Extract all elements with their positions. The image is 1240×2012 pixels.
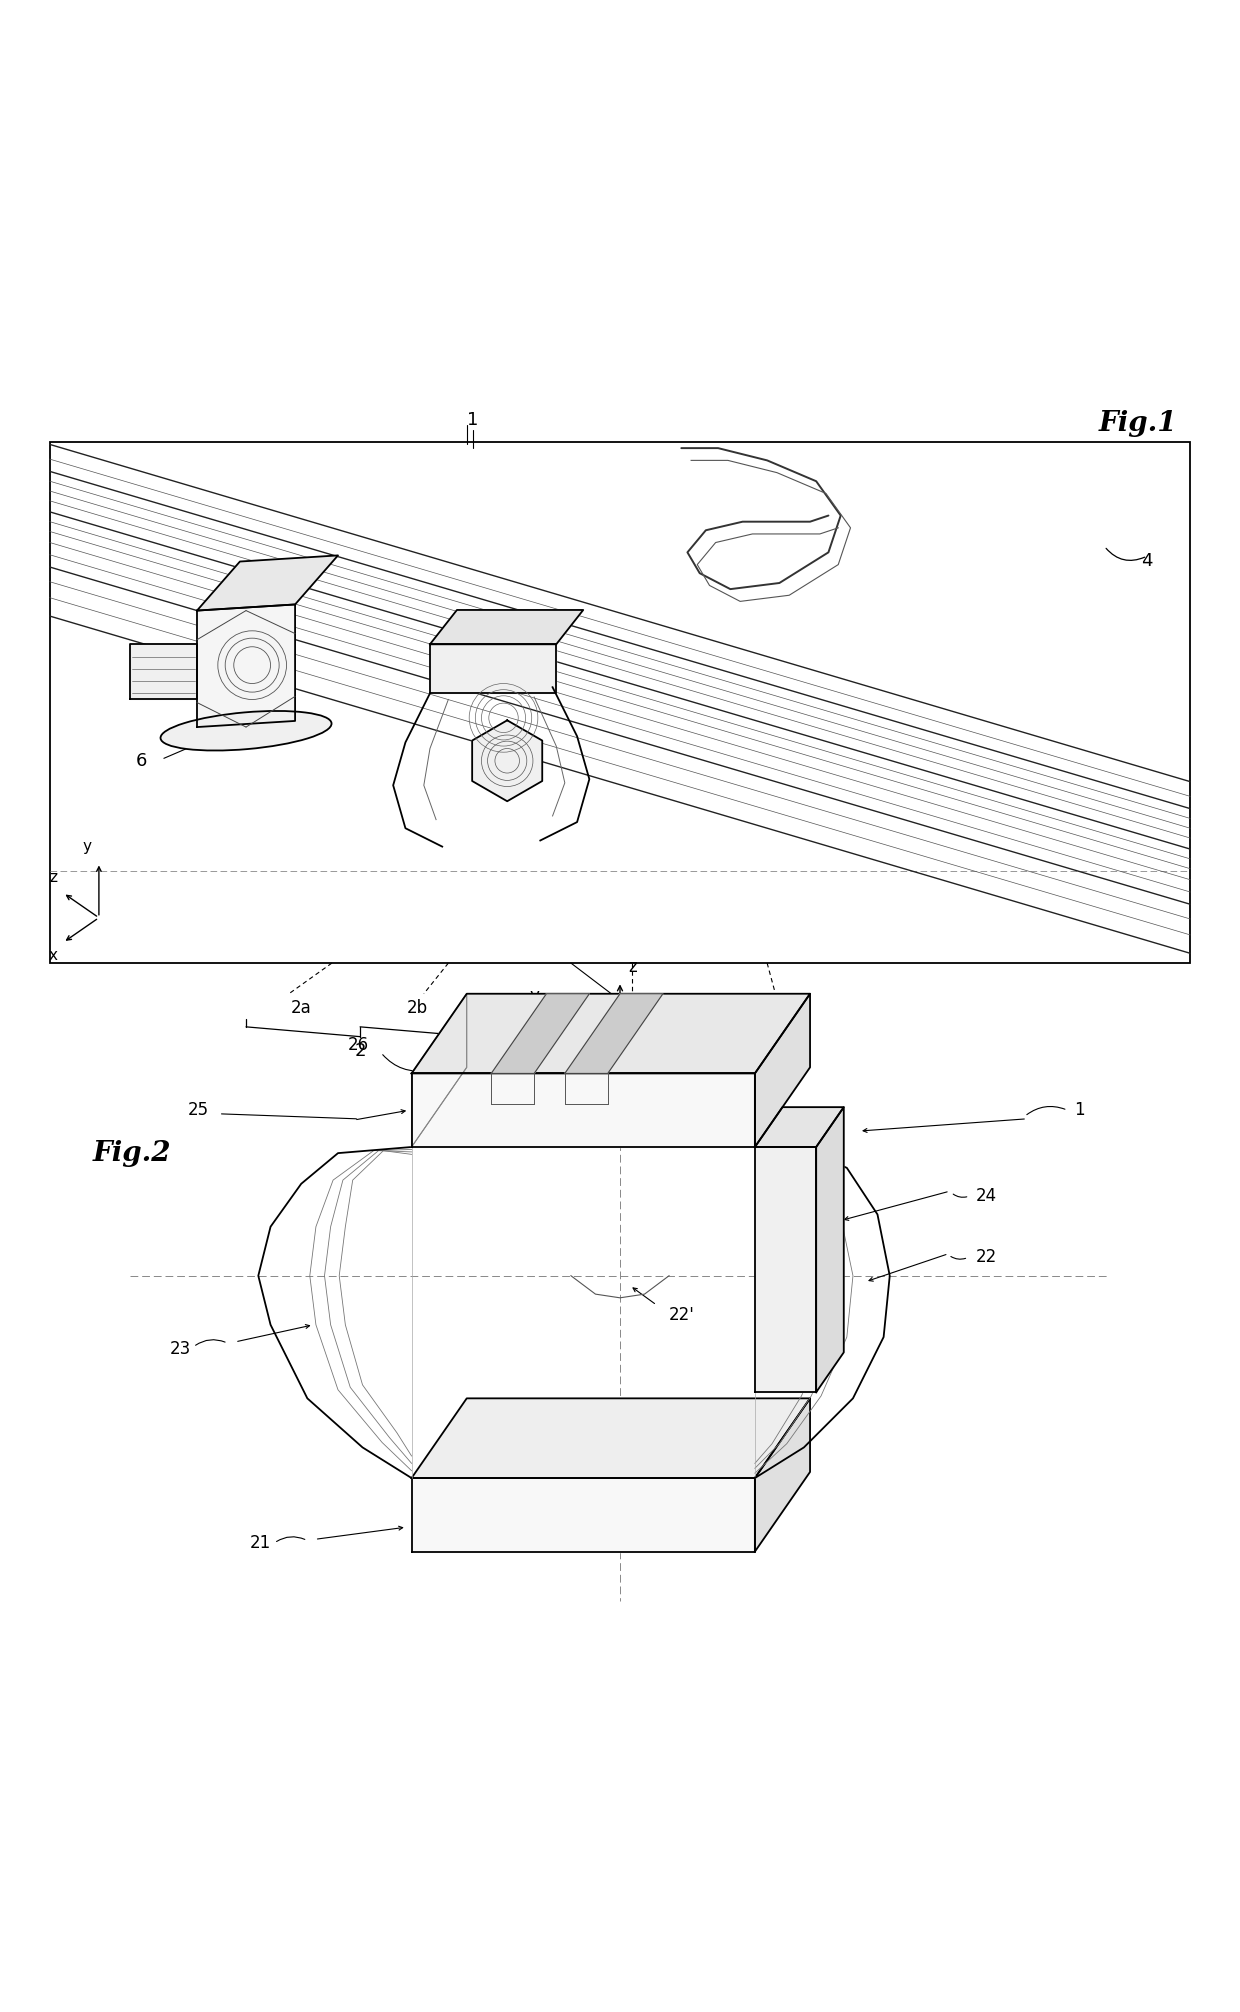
Polygon shape: [491, 994, 589, 1074]
Text: 22: 22: [976, 1247, 997, 1266]
Polygon shape: [412, 1479, 755, 1551]
Text: 2a: 2a: [291, 1000, 311, 1018]
Polygon shape: [755, 1398, 810, 1551]
Polygon shape: [129, 644, 197, 700]
Text: 2b: 2b: [407, 1000, 428, 1018]
Text: 26: 26: [347, 1036, 368, 1054]
Text: 1: 1: [1074, 1101, 1084, 1119]
Text: 3: 3: [799, 1010, 810, 1028]
Text: 1: 1: [467, 410, 479, 429]
Text: 25: 25: [188, 1101, 210, 1119]
Text: Fig.1: Fig.1: [1099, 410, 1177, 437]
Text: 4: 4: [1141, 551, 1153, 569]
Polygon shape: [412, 994, 466, 1147]
Polygon shape: [565, 994, 663, 1074]
Bar: [50, 443, 1190, 964]
Polygon shape: [755, 1107, 843, 1147]
Text: 22': 22': [670, 1306, 694, 1324]
Text: z: z: [48, 871, 57, 885]
Text: Fig.2: Fig.2: [93, 1139, 171, 1167]
Polygon shape: [412, 1398, 810, 1479]
Text: x: x: [48, 948, 57, 962]
Text: 6: 6: [135, 752, 148, 771]
Text: 23: 23: [170, 1340, 191, 1358]
Polygon shape: [197, 555, 339, 610]
Text: y: y: [529, 988, 539, 1006]
Polygon shape: [816, 1107, 843, 1392]
Ellipse shape: [160, 710, 331, 750]
Text: z: z: [627, 958, 636, 976]
Polygon shape: [472, 720, 542, 801]
Text: y: y: [82, 839, 92, 855]
Text: 2: 2: [355, 1042, 366, 1060]
Text: 24: 24: [976, 1187, 997, 1205]
Polygon shape: [755, 1147, 816, 1392]
Text: 21: 21: [249, 1533, 270, 1551]
Polygon shape: [430, 644, 557, 694]
Text: 21: 21: [621, 1010, 642, 1028]
Polygon shape: [197, 604, 295, 726]
Polygon shape: [412, 1074, 755, 1147]
Polygon shape: [755, 994, 810, 1147]
Polygon shape: [430, 610, 583, 644]
Text: 27: 27: [724, 1052, 745, 1070]
Text: x: x: [725, 1058, 735, 1076]
Polygon shape: [412, 994, 810, 1074]
